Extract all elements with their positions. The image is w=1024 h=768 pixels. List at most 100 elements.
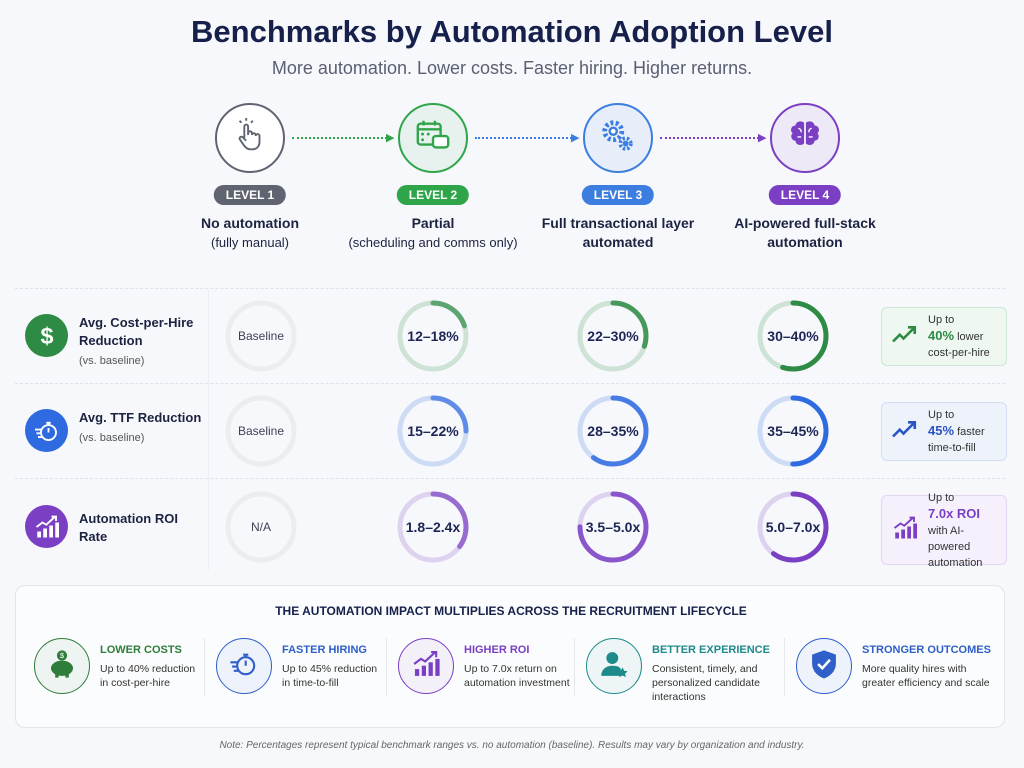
level-title-text: AI-powered full-stack automation (734, 215, 876, 250)
row-label-text: Avg. Cost-per-Hire Reduction (79, 315, 194, 348)
row-divider (15, 383, 1005, 384)
bar-chart-up-icon-circle (398, 638, 454, 694)
impact-item: BETTER EXPERIENCE Consistent, timely, and… (586, 638, 786, 704)
stopwatch-icon (227, 647, 261, 686)
arrow-head-icon: ▶ (758, 132, 767, 144)
level-3-icon-circle (583, 103, 653, 173)
ring-progress-arc (757, 300, 829, 372)
stopwatch-icon-circle (216, 638, 272, 694)
item-divider (784, 638, 785, 696)
row-label: Automation ROI Rate (79, 510, 204, 548)
ring-track (225, 395, 297, 467)
callout-prefix: Up to (928, 491, 955, 504)
row-label-note: (vs. baseline) (79, 432, 145, 444)
ring-track (225, 300, 297, 372)
metric-ring (755, 393, 831, 469)
metric-ring (575, 298, 651, 374)
arrow-icon (475, 137, 572, 139)
dollar-icon: $ (25, 314, 68, 357)
arrow-head-icon: ▶ (386, 132, 395, 144)
impact-description: Consistent, timely, and personalized can… (652, 663, 760, 703)
ring-value: 30–40% (767, 328, 819, 344)
ring-track (225, 491, 297, 563)
arrow-icon (292, 137, 387, 139)
ring-value: 22–30% (587, 328, 639, 344)
gears-icon (599, 117, 637, 160)
ring-progress-arc (757, 395, 829, 467)
row-divider (15, 478, 1005, 479)
row-label-text: Automation ROI Rate (79, 511, 178, 544)
ring-value: 35–45% (767, 423, 819, 439)
ring-value: 28–35% (587, 423, 639, 439)
footnote: Note: Percentages represent typical benc… (219, 740, 805, 751)
divider (15, 288, 1005, 289)
callout-highlight: 40% (928, 328, 955, 343)
level-4-badge: LEVEL 4 (768, 185, 842, 205)
metric-ring (575, 393, 651, 469)
svg-text:$: $ (60, 651, 65, 660)
callout-text: with AI-powered automation (928, 524, 983, 569)
ring-progress-arc (577, 395, 649, 467)
ring-value: 15–22% (407, 423, 459, 439)
ring-value: Baseline (237, 424, 285, 438)
bar-chart-up-icon (409, 647, 443, 686)
trend-up-icon (890, 414, 920, 449)
level-1-badge: LEVEL 1 (213, 185, 287, 205)
page-subtitle: More automation. Lower costs. Faster hir… (271, 58, 753, 78)
callout-prefix: Up to (928, 409, 955, 421)
metric-ring (395, 489, 471, 565)
level-3-badge: LEVEL 3 (581, 185, 655, 205)
level-4-title: AI-powered full-stack automation (720, 214, 890, 252)
callout-highlight: 7.0x ROI (928, 505, 981, 521)
metric-ring (755, 489, 831, 565)
metric-ring (755, 298, 831, 374)
impact-description: Up to 45% reduction in time-to-fill (282, 663, 378, 689)
page-title: Benchmarks by Automation Adoption Level (191, 14, 833, 49)
row-label-note: (vs. baseline) (79, 355, 145, 367)
ring-value: 5.0–7.0x (765, 519, 821, 535)
ring-progress-arc (577, 491, 649, 563)
impact-item: FASTER HIRING Up to 45% reduction in time… (216, 638, 386, 694)
impact-description: Up to 40% reduction in cost-per-hire (100, 663, 196, 689)
level-title-text: Full transactional layer automated (541, 215, 695, 250)
metric-ring (575, 489, 651, 565)
callout-card: Up to 7.0x ROI with AI-powered automation (881, 491, 1007, 569)
row-label: Avg. Cost-per-Hire Reduction (vs. baselin… (79, 314, 204, 370)
trend-up-icon (890, 319, 920, 354)
ring-value: Baseline (237, 329, 285, 343)
shield-check-icon (807, 647, 841, 686)
item-divider (204, 638, 205, 696)
metric-ring (395, 298, 471, 374)
level-subtitle: (fully manual) (210, 235, 290, 250)
impact-heading: LOWER COSTS (100, 644, 182, 656)
bar-chart-up-icon (25, 505, 68, 548)
shield-check-icon-circle (796, 638, 852, 694)
callout-text: faster time-to-fill (928, 426, 985, 454)
row-label: Avg. TTF Reduction (vs. baseline) (79, 409, 204, 447)
callout-card: Up to 40% lower cost-per-hire (881, 307, 1007, 366)
level-2-title: Partial (scheduling and comms only) (348, 214, 518, 252)
bar-chart-up-icon (890, 513, 920, 548)
row-label-text: Avg. TTF Reduction (79, 410, 202, 425)
arrow-icon (660, 137, 759, 139)
level-1-title: No automation (fully manual) (165, 214, 335, 252)
calendar-chat-icon (414, 117, 452, 160)
metric-ring (395, 393, 471, 469)
level-1-icon-circle (215, 103, 285, 173)
ring-value: 12–18% (407, 328, 459, 344)
ring-progress-arc (397, 395, 469, 467)
impact-panel: THE AUTOMATION IMPACT MULTIPLIES ACROSS … (15, 585, 1005, 728)
impact-item: STRONGER OUTCOMES More quality hires with… (796, 638, 996, 694)
item-divider (574, 638, 575, 696)
callout-text: lower cost-per-hire (928, 331, 990, 359)
level-title-text: No automation (201, 215, 299, 231)
metric-ring (223, 489, 299, 565)
impact-heading: FASTER HIRING (282, 644, 367, 656)
ring-value: 3.5–5.0x (585, 519, 641, 535)
item-divider (386, 638, 387, 696)
impact-heading: HIGHER ROI (464, 644, 530, 656)
level-3-title: Full transactional layer automated (533, 214, 703, 252)
svg-text:$: $ (40, 323, 53, 349)
level-2-icon-circle (398, 103, 468, 173)
piggy-bank-icon-circle: $ (34, 638, 90, 694)
